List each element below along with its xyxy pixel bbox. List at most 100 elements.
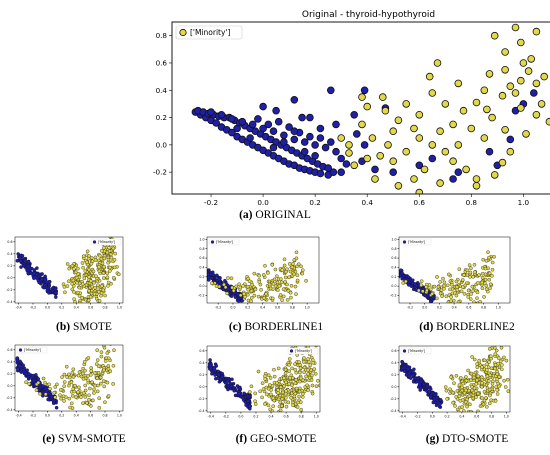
minority-point: [441, 147, 450, 156]
majority-point: [46, 397, 50, 402]
majority-point: [259, 102, 267, 111]
minority-point: [70, 394, 75, 398]
majority-point: [28, 266, 32, 271]
minority-point: [473, 270, 477, 274]
minority-point: [100, 249, 104, 253]
minority-point: [295, 278, 300, 283]
minority-point: [486, 250, 490, 254]
x-tick-label: 0.8: [102, 414, 107, 418]
minority-point: [467, 124, 476, 133]
minority-point: [72, 290, 76, 294]
minority-point: [225, 291, 229, 296]
minority-point: [89, 366, 93, 370]
y-tick-label: 0.4: [7, 360, 12, 364]
minority-point: [74, 276, 79, 280]
minority-point: [258, 282, 263, 287]
minority-point: [470, 284, 475, 289]
minority-point: [266, 373, 271, 377]
x-tick-label: 1.0: [117, 414, 122, 418]
minority-point: [314, 346, 318, 348]
majority-point: [41, 384, 45, 388]
minority-point: [238, 285, 242, 290]
minority-point: [480, 134, 489, 142]
minority-point: [249, 296, 254, 300]
minority-point: [111, 364, 116, 368]
minority-point: [105, 271, 109, 276]
minority-point: [284, 396, 288, 400]
caption-text: DTO-SMOTE: [439, 433, 508, 445]
minority-point: [376, 152, 385, 160]
minority-point: [85, 260, 89, 265]
minority-point: [282, 384, 287, 388]
minority-point: [495, 388, 499, 392]
minority-point: [266, 403, 271, 408]
minority-point: [358, 93, 366, 101]
minority-point: [429, 287, 433, 292]
minority-point: [283, 399, 288, 404]
plot-frame: [14, 236, 124, 304]
minority-point: [482, 295, 486, 299]
x-tick-label: 0.4: [74, 306, 79, 310]
minority-point: [288, 376, 292, 380]
majority-point: [35, 276, 39, 280]
minority-point: [337, 134, 346, 142]
minority-point: [292, 272, 296, 277]
x-tick-label: 0.4: [268, 415, 273, 419]
majority-point: [237, 392, 241, 396]
y-tick-label: -0.2: [390, 397, 396, 401]
minority-point: [105, 380, 110, 385]
minority-point: [100, 261, 105, 266]
majority-point: [429, 395, 433, 399]
minority-point: [294, 370, 299, 375]
minority-point: [417, 288, 421, 293]
caption-letter: (e): [42, 433, 55, 445]
legend-box: [287, 347, 319, 355]
x-tick-label: 0.8: [102, 306, 107, 310]
minority-point: [490, 171, 499, 179]
minority-point: [475, 362, 479, 366]
majority-point: [20, 254, 25, 258]
minority-point: [442, 286, 446, 291]
minority-point: [58, 388, 63, 392]
majority-point: [272, 106, 280, 115]
minority-point: [428, 141, 437, 149]
minority-point: [477, 358, 481, 363]
panel-borderline2: -0.2 0.0 0.2 0.4 0.6 0.8 1.0 -0.2 0.0 0.2 0.4 0.6 0.…: [390, 236, 515, 333]
x-tick-label: -0.2: [414, 415, 420, 419]
minority-point: [101, 379, 106, 383]
minority-point: [289, 284, 294, 288]
minority-point: [92, 387, 96, 392]
minority-point: [500, 367, 504, 372]
minority-point: [272, 374, 277, 379]
minority-point: [210, 281, 214, 285]
x-tick-label: 0.4: [260, 306, 265, 310]
majority-point: [438, 398, 443, 402]
majority-point: [428, 387, 433, 391]
x-tick-label: 0.2: [59, 414, 64, 418]
minority-point: [99, 291, 104, 295]
minority-point: [454, 293, 459, 298]
majority-point: [290, 135, 299, 144]
majority-point: [228, 128, 236, 137]
minority-point: [76, 390, 80, 394]
minority-point: [384, 141, 392, 149]
minority-point: [438, 291, 443, 296]
legend: ['Minority']: [90, 238, 122, 246]
minority-point: [284, 380, 288, 385]
minority-point: [246, 287, 250, 292]
minority-point: [85, 401, 89, 405]
minority-point: [451, 390, 455, 395]
minority-point: [96, 383, 100, 388]
majority-point: [44, 280, 49, 284]
legend: ['Minority']: [16, 346, 48, 354]
x-tick-label: -0.2: [223, 415, 229, 419]
majority-point: [223, 278, 227, 283]
minority-point: [305, 383, 309, 388]
legend-label: ['Minority']: [24, 348, 41, 352]
minority-point: [106, 280, 111, 285]
minority-point: [103, 359, 108, 363]
minority-point: [226, 276, 230, 280]
majority-point: [415, 376, 420, 381]
y-tick-label: 0.8: [156, 31, 168, 40]
majority-point: [241, 396, 245, 400]
